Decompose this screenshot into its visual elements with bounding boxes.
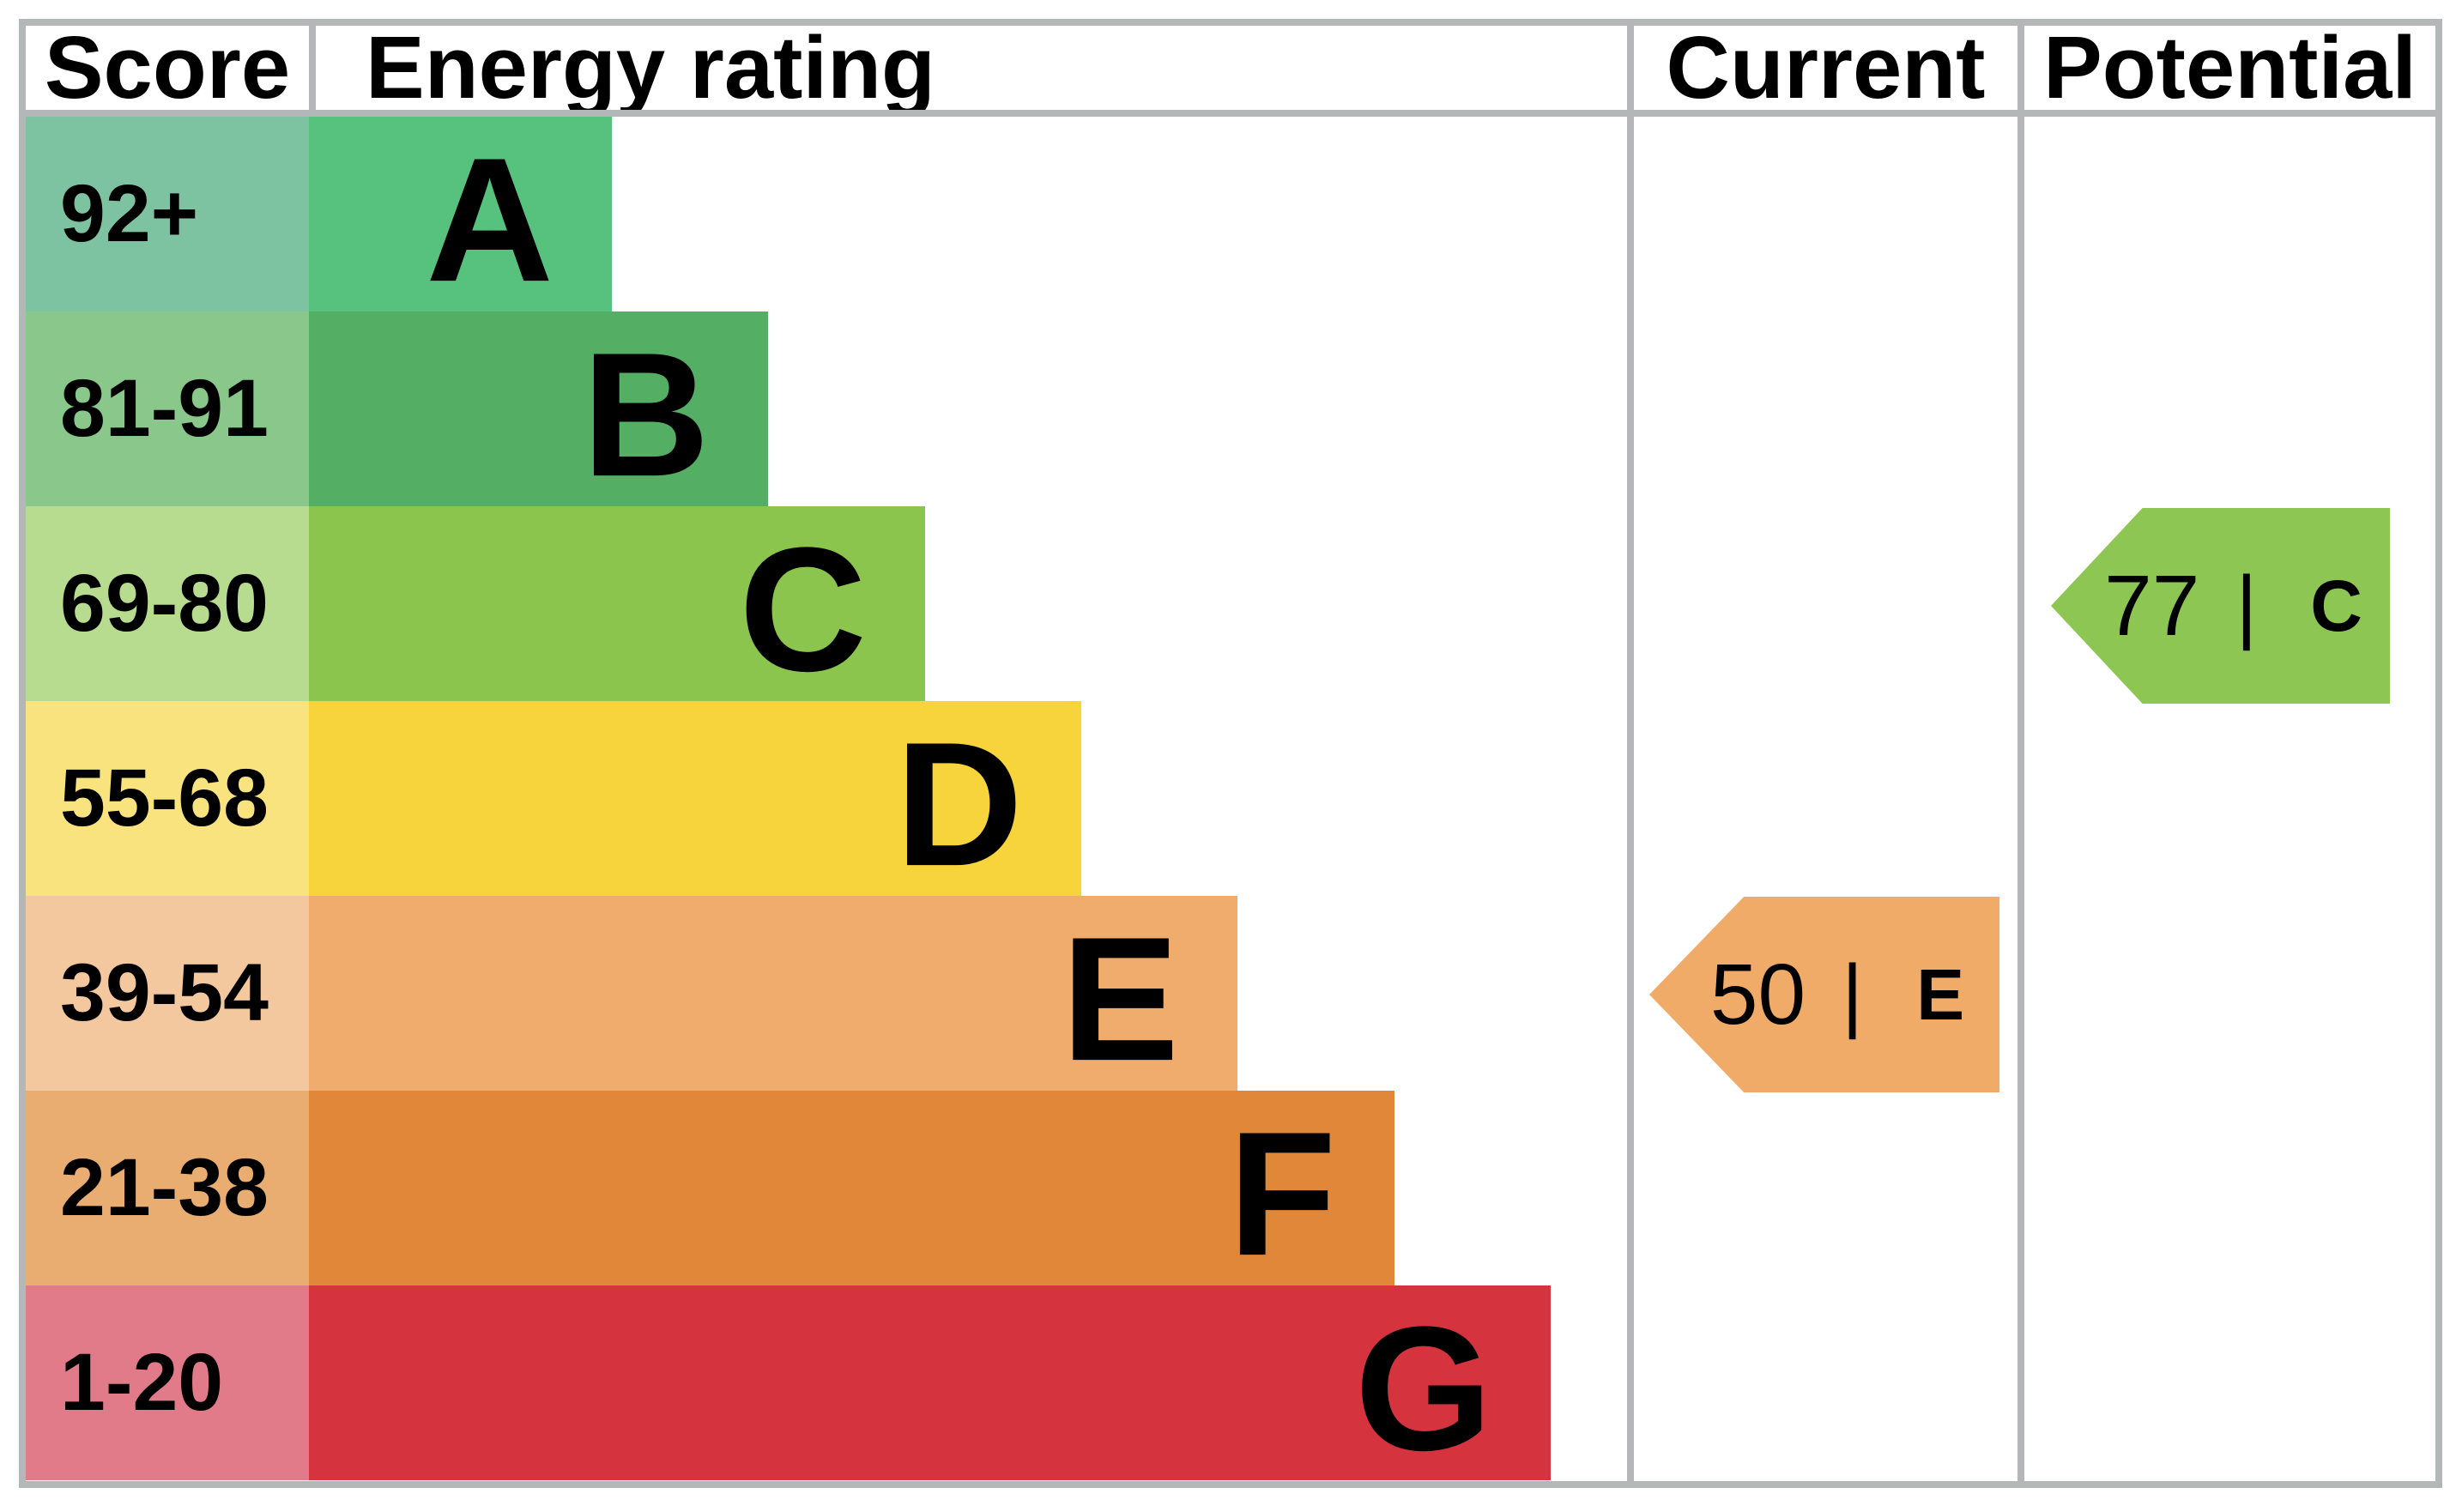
band-score-cell: 1-20 (26, 1285, 309, 1480)
band-letter: F (1228, 1094, 1336, 1292)
band-score-label: 92+ (60, 168, 199, 259)
band-score-label: 1-20 (60, 1337, 224, 1428)
column-header-potential: Potential (2043, 18, 2417, 117)
band-score-label: 69-80 (60, 558, 269, 649)
band-score-label: 55-68 (60, 753, 269, 844)
band-letter: G (1354, 1289, 1492, 1487)
current-rating-band: E (1916, 954, 1965, 1035)
band-score-cell: 92+ (26, 117, 309, 311)
band-score-label: 21-38 (60, 1142, 269, 1233)
column-header-score: Score (44, 18, 291, 117)
column-divider-potential (2017, 26, 2024, 1481)
band-row-c: 69-80 C (26, 506, 2435, 701)
potential-rating-band: C (2310, 565, 2362, 646)
band-row-g: 1-20 G (26, 1285, 2435, 1480)
band-row-f: 21-38 F (26, 1091, 2435, 1285)
band-bar-a: A (309, 117, 612, 311)
band-score-cell: 21-38 (26, 1091, 309, 1285)
band-row-e: 39-54 E (26, 896, 2435, 1091)
band-score-cell: 81-91 (26, 311, 309, 506)
band-score-label: 39-54 (60, 947, 269, 1038)
band-score-cell: 69-80 (26, 506, 309, 701)
band-row-a: 92+ A (26, 117, 2435, 311)
band-bar-g: G (309, 1285, 1551, 1480)
band-letter: C (739, 510, 867, 708)
band-score-label: 81-91 (60, 363, 269, 454)
current-rating-value: 50 (1709, 947, 1806, 1043)
band-letter: B (582, 315, 710, 513)
rating-separator: | (1842, 948, 1864, 1040)
band-bar-b: B (309, 311, 768, 506)
column-divider-current (1627, 26, 1634, 1481)
column-header-current: Current (1666, 18, 1986, 117)
band-score-cell: 39-54 (26, 896, 309, 1091)
column-header-energy-rating: Energy rating (366, 18, 935, 117)
band-bar-e: E (309, 896, 1237, 1091)
potential-rating-value: 77 (2104, 558, 2200, 654)
header-bottom-border (26, 110, 2435, 117)
band-bar-c: C (309, 506, 925, 701)
band-bar-d: D (309, 701, 1081, 896)
band-letter: E (1061, 899, 1179, 1098)
header-divider-score-energy (309, 26, 316, 110)
band-score-cell: 55-68 (26, 701, 309, 896)
band-letter: A (426, 120, 554, 318)
band-letter: D (895, 705, 1023, 903)
rating-separator: | (2235, 559, 2258, 651)
band-row-d: 55-68 D (26, 701, 2435, 896)
band-row-b: 81-91 B (26, 311, 2435, 506)
band-bar-f: F (309, 1091, 1394, 1285)
